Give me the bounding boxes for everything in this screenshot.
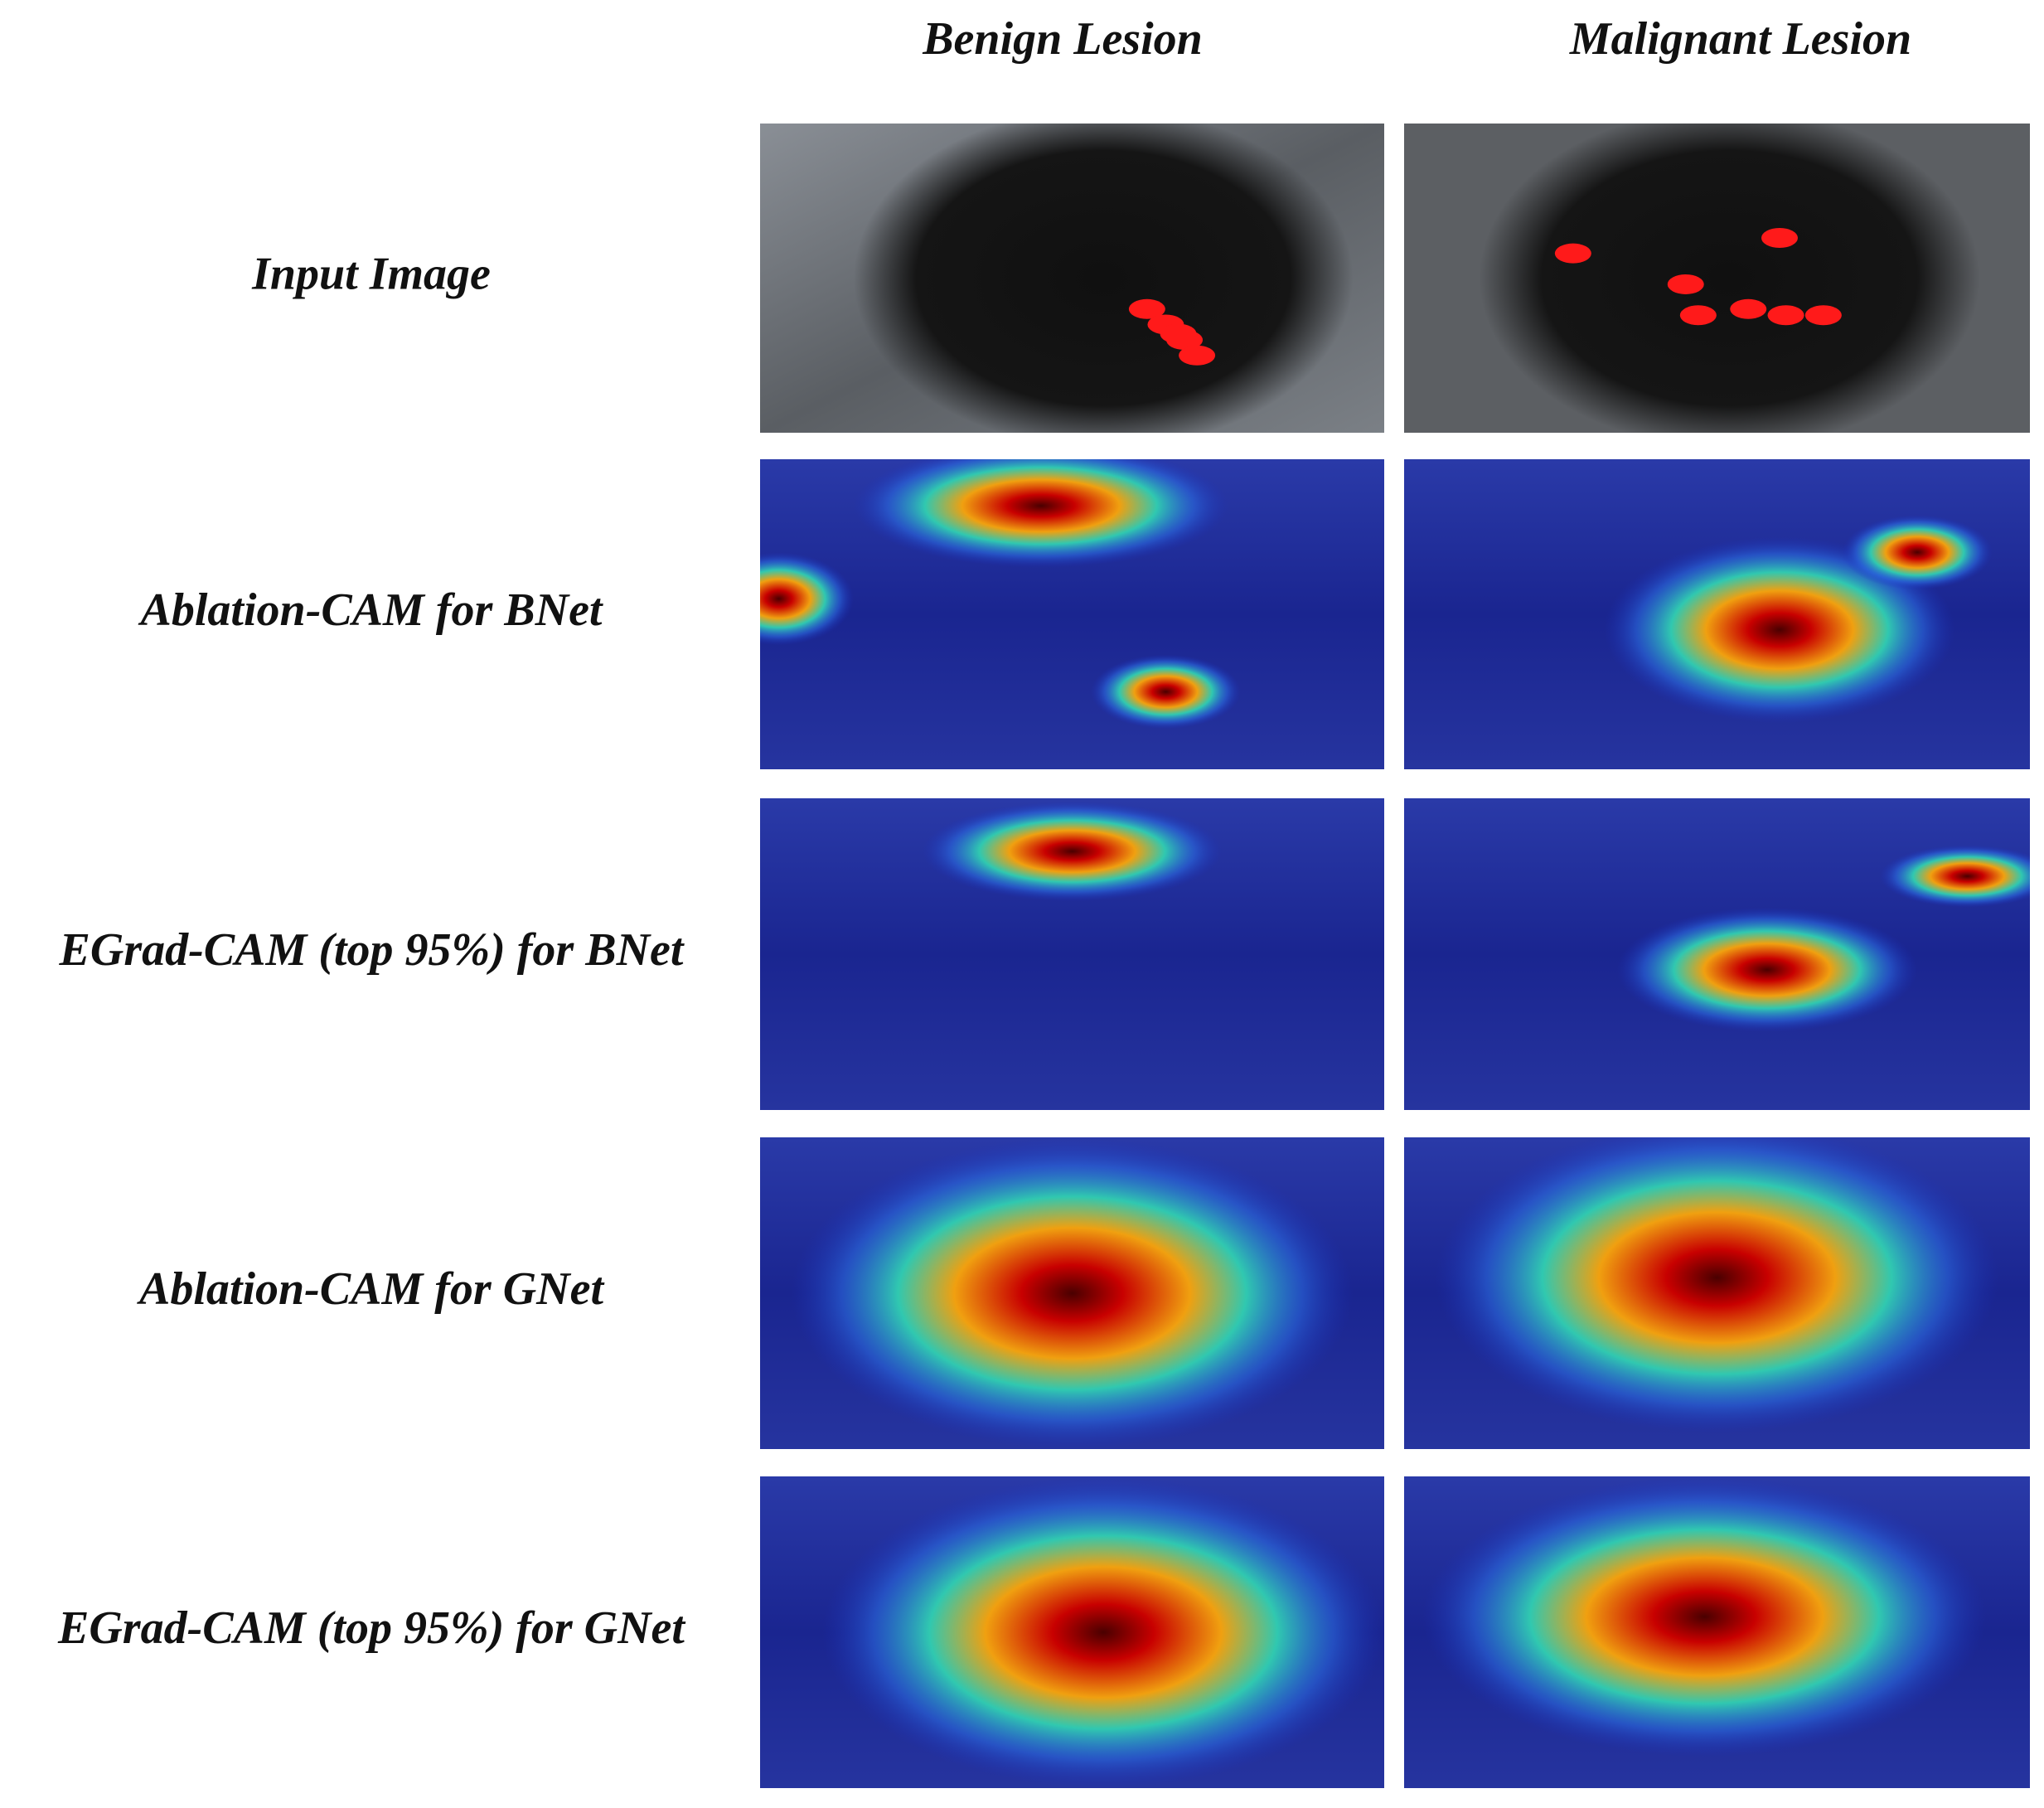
activation-region: [854, 459, 1228, 568]
annotation-mark: [1160, 323, 1197, 344]
activation-region: [760, 552, 854, 646]
annotation-mark: [1554, 243, 1591, 264]
annotation-mark: [1667, 274, 1704, 294]
row-label: Input Image: [251, 248, 491, 299]
image-panel: [1404, 1137, 2030, 1449]
row-label: Ablation-CAM for GNet: [137, 1263, 604, 1315]
row-label: Ablation-CAM for BNet: [138, 584, 603, 636]
activation-region: [1879, 845, 2030, 908]
image-panel: [1404, 1476, 2030, 1788]
annotation-mark: [1179, 345, 1216, 366]
annotation-mark: [1679, 305, 1717, 326]
annotation-mark: [1761, 228, 1798, 249]
annotation-mark: [1128, 298, 1165, 319]
image-panel: [760, 124, 1384, 433]
annotation-mark: [1804, 305, 1842, 326]
image-panel: [1404, 124, 2030, 433]
column-header: Benign Lesion: [922, 13, 1203, 65]
activation-region: [822, 1476, 1384, 1788]
activation-region: [1422, 1476, 1987, 1757]
image-panel: [1404, 798, 2030, 1110]
image-panel: [760, 1137, 1384, 1449]
row-label: EGrad-CAM (top 95%) for GNet: [57, 1602, 685, 1654]
activation-region: [1616, 907, 1918, 1032]
image-panel: [760, 1476, 1384, 1788]
annotation-mark: [1767, 305, 1804, 326]
column-header: Malignant Lesion: [1569, 13, 1911, 65]
image-panel: [1404, 459, 2030, 769]
annotation-mark: [1730, 298, 1767, 319]
activation-region: [791, 1137, 1354, 1449]
activation-region: [1604, 536, 1955, 723]
image-panel: [760, 798, 1384, 1110]
activation-region: [1842, 515, 1993, 590]
activation-region: [922, 801, 1223, 902]
activation-region: [1091, 654, 1241, 730]
lesion: [854, 124, 1354, 433]
row-label: EGrad-CAM (top 95%) for BNet: [59, 924, 685, 976]
activation-region: [1435, 1137, 1999, 1434]
lesion: [1479, 124, 1980, 433]
image-panel: [760, 459, 1384, 769]
